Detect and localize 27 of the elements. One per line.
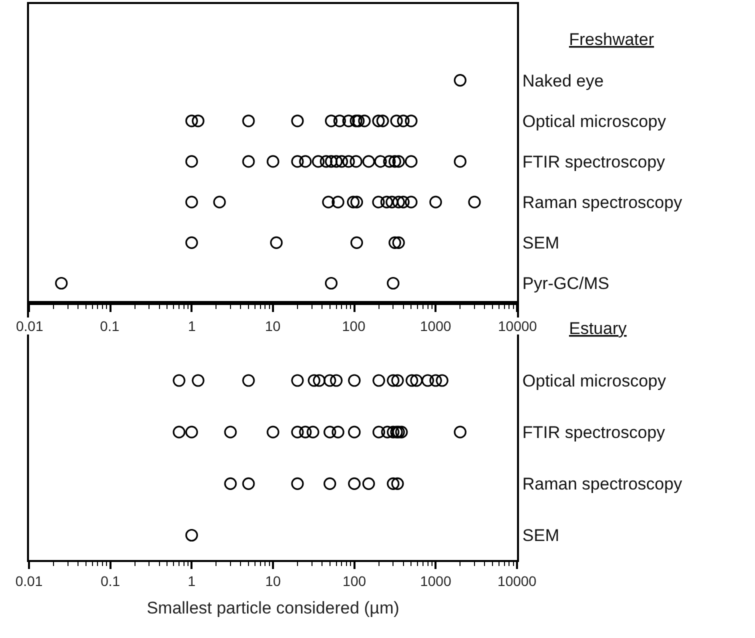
x-tick-label: 0.01: [16, 318, 44, 334]
x-tick-label: 0.1: [100, 318, 120, 334]
text: Freshwater: [569, 30, 654, 49]
x-axis-title: Smallest particle considered (µm): [146, 598, 400, 618]
x-tick-label: 0.1: [100, 572, 120, 589]
x-tick-label: 10000: [498, 318, 538, 334]
x-tick-label: 10000: [498, 572, 537, 589]
x-tick-label: 1: [188, 572, 196, 589]
x-tick-label: 10: [265, 318, 281, 334]
x-tick-label: 100: [342, 318, 366, 334]
y-tick-label: Raman spectroscopy: [522, 193, 683, 212]
x-tick-label: 0.01: [15, 572, 43, 589]
y-tick-label: Pyr-GC/MS: [522, 274, 610, 294]
x-tick-label: 1000: [420, 572, 452, 589]
x-tick-label: 10: [265, 572, 281, 589]
y-tick-label: SEM: [522, 526, 560, 546]
text: Estuary: [569, 319, 628, 338]
y-tick-label: FTIR spectroscopy: [522, 152, 666, 172]
y-tick-label: Raman spectroscopy: [522, 474, 683, 494]
x-tick-label: 1000: [420, 318, 452, 334]
y-tick-label: Optical microscopy: [522, 112, 666, 131]
y-tick-label: Optical microscopy: [522, 371, 666, 390]
y-tick-label: FTIR spectroscopy: [522, 423, 666, 442]
x-tick-label: 1: [188, 318, 196, 334]
y-tick-label: Naked eye: [522, 71, 604, 90]
x-tick-label: 100: [342, 572, 366, 589]
y-tick-label: SEM: [522, 234, 560, 253]
